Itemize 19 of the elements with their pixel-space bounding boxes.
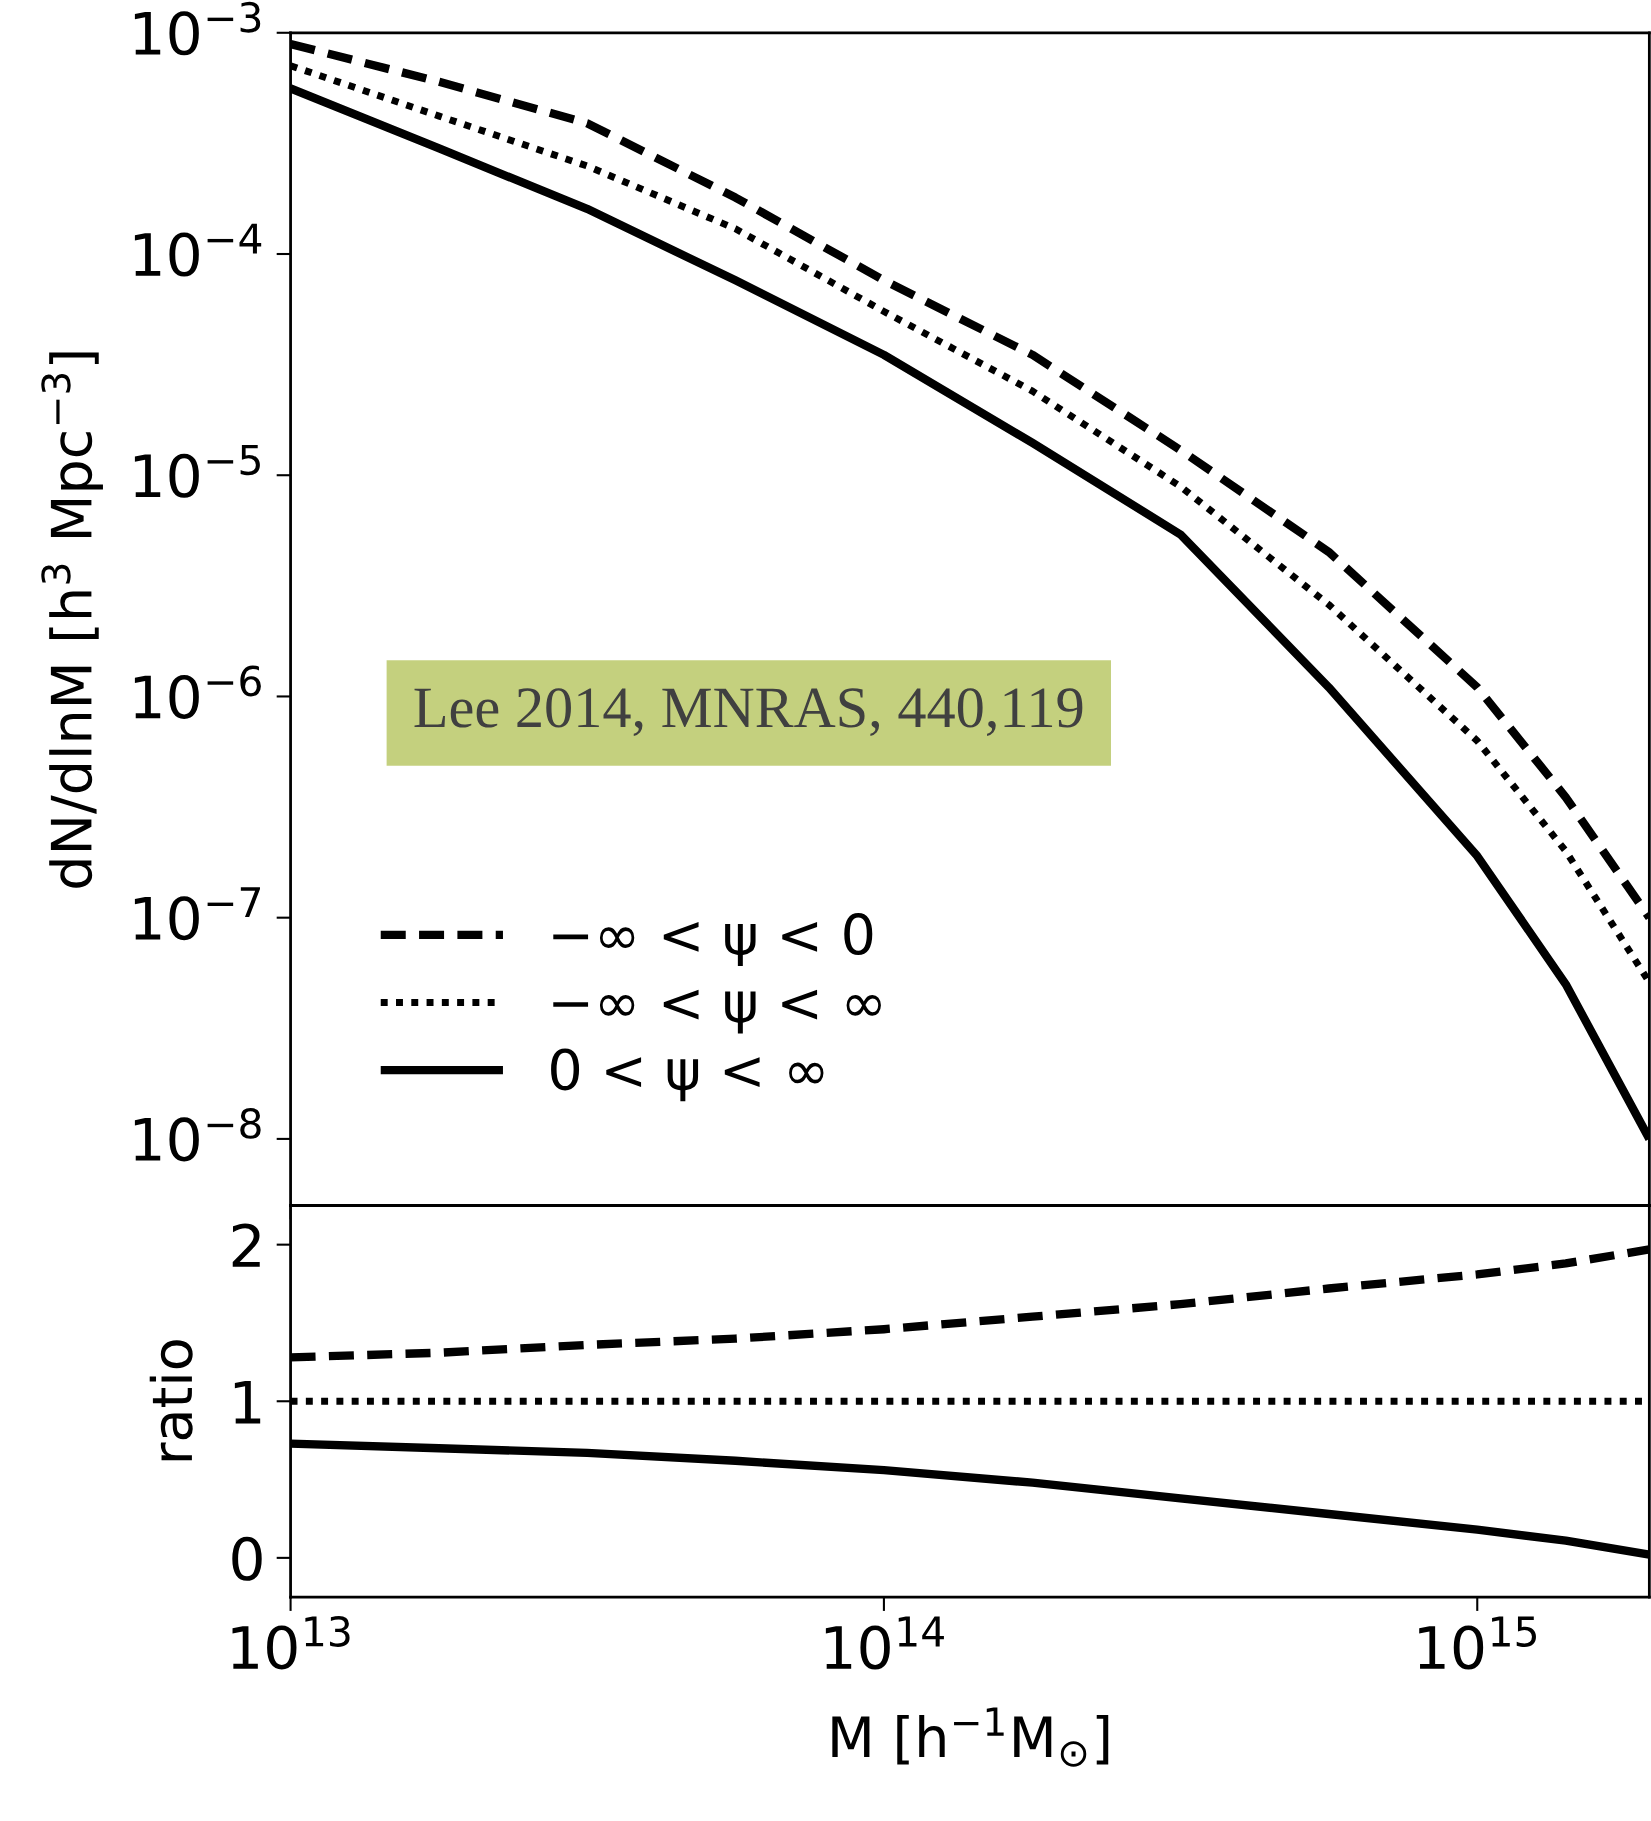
x-tick-label: 10$^{15}$ — [1419, 1616, 1536, 1670]
legend-label: 0 < ψ < ∞ — [551, 1048, 824, 1102]
y-tick-label: 10$^{−7}$ — [134, 887, 260, 941]
y-tick-label: 10$^{−8}$ — [134, 1107, 261, 1162]
legend-label: −∞ < ψ < 0 — [553, 913, 873, 966]
y-tick-label: 2 — [232, 1223, 260, 1267]
y-tick-label: 10$^{−5}$ — [134, 444, 260, 498]
y-tick-label: 0 — [232, 1536, 262, 1581]
x-tick-label: 10$^{13}$ — [232, 1616, 350, 1670]
y-tick-label: 10$^{−4}$ — [134, 223, 262, 277]
y-axis-title: dN/dlnM [h$^{3}$ Mpc$^{−3}$] — [41, 352, 103, 888]
y-tick-label: 10$^{−3}$ — [134, 1, 261, 56]
legend-label: −∞ < ψ < ∞ — [553, 989, 881, 1034]
annotation: Lee 2014, MNRAS, 440,119 — [414, 688, 1083, 736]
y-tick-label: 1 — [234, 1380, 261, 1424]
x-axis-title: M [h$^{−1}$M$_{⊙}$] — [832, 1707, 1109, 1767]
x-tick-label: 10$^{14}$ — [825, 1616, 944, 1670]
y-tick-label: 10$^{−6}$ — [134, 665, 261, 719]
y-axis-title: ratio — [149, 1340, 193, 1461]
